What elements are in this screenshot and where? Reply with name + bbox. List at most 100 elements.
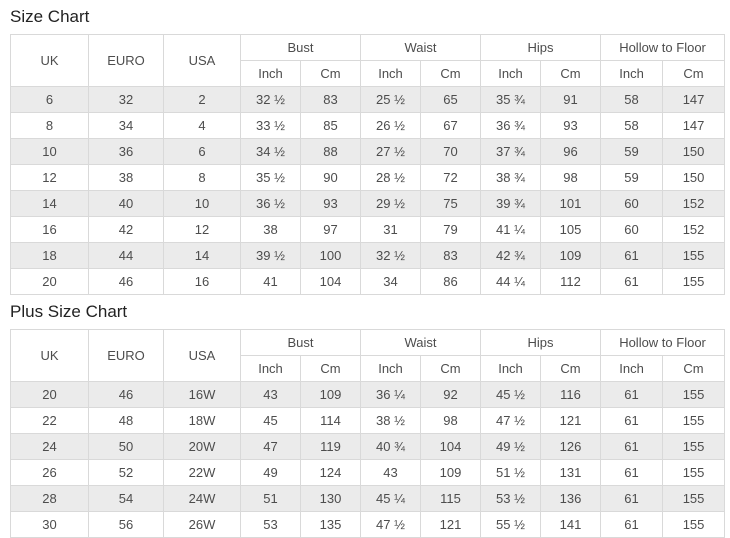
unit-header-inch: Inch [480, 355, 542, 382]
table-cell: 116 [540, 381, 602, 408]
table-cell: 10 [10, 138, 89, 165]
table-cell: 70 [420, 138, 482, 165]
table-cell: 33 ½ [240, 112, 301, 139]
table-row: 8 34 4 33 ½ 85 26 ½ 67 36 ¾ 93 58 147 [10, 112, 726, 139]
table-cell: 51 [240, 485, 301, 512]
header-row-groups: UK EURO USA Bust Waist Hips Hollow to Floor [10, 34, 726, 87]
table-row: 30 56 26W 53 135 47 ½ 121 55 ½ 141 61 155 [10, 511, 726, 538]
plus-size-chart-title: Plus Size Chart [10, 302, 128, 321]
size-chart-page: Size Chart UK EURO USA Bust Waist Hips Hollow … [0, 7, 730, 538]
table-cell: 10 [163, 190, 241, 217]
table-cell: 4 [163, 112, 241, 139]
table-cell: 67 [420, 112, 482, 139]
group-header-hollow-to-floor: Hollow to Floor [600, 329, 726, 356]
table-cell: 147 [662, 86, 726, 113]
table-cell: 55 ½ [480, 511, 542, 538]
table-cell: 61 [600, 485, 664, 512]
table-cell: 14 [163, 242, 241, 269]
table-cell: 20W [163, 433, 241, 460]
table-cell: 61 [600, 433, 664, 460]
table-row: 6 32 2 32 ½ 83 25 ½ 65 35 ¾ 91 58 147 [10, 86, 726, 113]
table-cell: 38 [240, 216, 301, 243]
table-cell: 30 [10, 511, 89, 538]
table-cell: 47 [240, 433, 301, 460]
table-cell: 8 [10, 112, 89, 139]
table-cell: 61 [600, 381, 664, 408]
table-cell: 28 [10, 485, 89, 512]
table-cell: 65 [420, 86, 482, 113]
table-cell: 105 [540, 216, 602, 243]
table-cell: 130 [299, 485, 362, 512]
table-row: 20 46 16 41 104 34 86 44 ¼ 112 61 155 [10, 268, 726, 295]
unit-header-cm: Cm [540, 60, 602, 87]
table-cell: 115 [420, 485, 482, 512]
table-cell: 91 [540, 86, 602, 113]
table-row: 10 36 6 34 ½ 88 27 ½ 70 37 ¾ 96 59 150 [10, 138, 726, 165]
table-cell: 40 [88, 190, 164, 217]
table-cell: 40 ¾ [360, 433, 422, 460]
table-cell: 18 [10, 242, 89, 269]
table-cell: 49 ½ [480, 433, 542, 460]
table-cell: 155 [662, 381, 726, 408]
table-cell: 135 [299, 511, 362, 538]
table-cell: 38 [88, 164, 164, 191]
table-cell: 41 [240, 268, 301, 295]
table-cell: 101 [540, 190, 602, 217]
table-cell: 126 [540, 433, 602, 460]
header-row-groups: UK EURO USA Bust Waist Hips Hollow to Floor [10, 329, 726, 382]
column-header-euro: EURO [88, 329, 164, 382]
table-cell: 6 [163, 138, 241, 165]
table-cell: 29 ½ [360, 190, 422, 217]
unit-header-cm: Cm [299, 60, 362, 87]
table-cell: 93 [299, 190, 362, 217]
table-cell: 12 [163, 216, 241, 243]
table-cell: 61 [600, 511, 664, 538]
table-cell: 75 [420, 190, 482, 217]
table-cell: 124 [299, 459, 362, 486]
table-cell: 83 [299, 86, 362, 113]
table-cell: 34 [88, 112, 164, 139]
table-cell: 34 ½ [240, 138, 301, 165]
table-cell: 20 [10, 381, 89, 408]
group-header-hips: Hips [480, 329, 602, 356]
table-cell: 12 [10, 164, 89, 191]
unit-header-inch: Inch [240, 355, 301, 382]
table-cell: 24W [163, 485, 241, 512]
table-cell: 141 [540, 511, 602, 538]
table-cell: 35 ¾ [480, 86, 542, 113]
unit-header-inch: Inch [360, 355, 422, 382]
table-cell: 2 [163, 86, 241, 113]
table-cell: 26 [10, 459, 89, 486]
table-cell: 37 ¾ [480, 138, 542, 165]
table-cell: 152 [662, 216, 726, 243]
table-cell: 98 [420, 407, 482, 434]
unit-header-inch: Inch [600, 60, 664, 87]
table-cell: 22W [163, 459, 241, 486]
table-cell: 20 [10, 268, 89, 295]
table-row: 26 52 22W 49 124 43 109 51 ½ 131 61 155 [10, 459, 726, 486]
table-cell: 53 ½ [480, 485, 542, 512]
table-cell: 109 [299, 381, 362, 408]
table-cell: 16W [163, 381, 241, 408]
table-row: 24 50 20W 47 119 40 ¾ 104 49 ½ 126 61 155 [10, 433, 726, 460]
size-chart-table: UK EURO USA Bust Waist Hips Hollow to Floor Inc… [10, 34, 726, 295]
table-cell: 131 [540, 459, 602, 486]
unit-header-inch: Inch [240, 60, 301, 87]
table-cell: 97 [299, 216, 362, 243]
column-header-uk: UK [10, 34, 89, 87]
table-cell: 36 ½ [240, 190, 301, 217]
column-header-usa: USA [163, 34, 241, 87]
table-cell: 104 [299, 268, 362, 295]
size-chart-title: Size Chart [10, 7, 90, 26]
table-cell: 155 [662, 511, 726, 538]
table-cell: 90 [299, 164, 362, 191]
header-row-units: Inch Cm Inch Cm Inch Cm Inch Cm [10, 355, 726, 382]
table-cell: 155 [662, 459, 726, 486]
table-cell: 85 [299, 112, 362, 139]
table-cell: 39 ½ [240, 242, 301, 269]
table-cell: 121 [420, 511, 482, 538]
table-cell: 32 [88, 86, 164, 113]
table-cell: 56 [88, 511, 164, 538]
table-cell: 61 [600, 459, 664, 486]
table-cell: 155 [662, 242, 726, 269]
